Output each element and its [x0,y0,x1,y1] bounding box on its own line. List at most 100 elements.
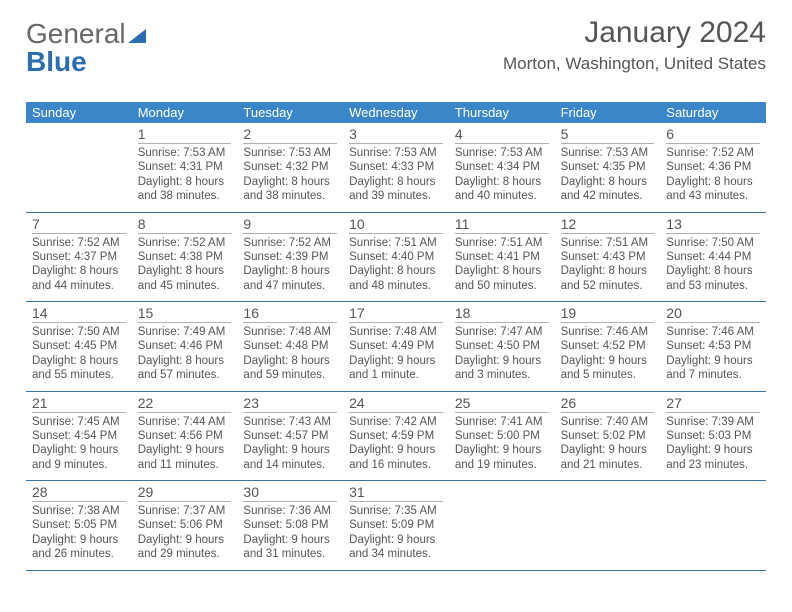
sunset-line: Sunset: 4:59 PM [349,429,443,443]
sunset-line: Sunset: 4:35 PM [561,160,655,174]
daylight1-line: Daylight: 9 hours [243,443,337,457]
sunset-line: Sunset: 4:36 PM [666,160,760,174]
daylight1-line: Daylight: 8 hours [666,264,760,278]
empty-cell [555,481,661,570]
daylight1-line: Daylight: 9 hours [243,533,337,547]
daylight1-line: Daylight: 9 hours [32,533,126,547]
day-cell: 27Sunrise: 7:39 AMSunset: 5:03 PMDayligh… [660,392,766,481]
day-header-row: Sunday Monday Tuesday Wednesday Thursday… [26,102,766,123]
daylight2-line: and 7 minutes. [666,368,760,382]
daylight2-line: and 5 minutes. [561,368,655,382]
day-number: 14 [32,305,126,323]
day-number: 15 [138,305,232,323]
day-number: 31 [349,484,443,502]
daylight1-line: Daylight: 9 hours [666,354,760,368]
daylight2-line: and 34 minutes. [349,547,443,561]
week-row: 7Sunrise: 7:52 AMSunset: 4:37 PMDaylight… [26,213,766,303]
week-row: 21Sunrise: 7:45 AMSunset: 4:54 PMDayligh… [26,392,766,482]
day-header-mon: Monday [132,102,238,123]
sunrise-line: Sunrise: 7:48 AM [243,325,337,339]
sunset-line: Sunset: 4:34 PM [455,160,549,174]
sunset-line: Sunset: 4:43 PM [561,250,655,264]
sunset-line: Sunset: 4:37 PM [32,250,126,264]
daylight2-line: and 44 minutes. [32,279,126,293]
daylight1-line: Daylight: 9 hours [666,443,760,457]
day-number: 3 [349,126,443,144]
daylight1-line: Daylight: 8 hours [32,264,126,278]
day-cell: 6Sunrise: 7:52 AMSunset: 4:36 PMDaylight… [660,123,766,212]
sunrise-line: Sunrise: 7:45 AM [32,415,126,429]
sunset-line: Sunset: 4:45 PM [32,339,126,353]
sunset-line: Sunset: 4:38 PM [138,250,232,264]
daylight1-line: Daylight: 9 hours [349,443,443,457]
day-cell: 24Sunrise: 7:42 AMSunset: 4:59 PMDayligh… [343,392,449,481]
daylight1-line: Daylight: 8 hours [349,264,443,278]
day-number: 23 [243,395,337,413]
day-cell: 26Sunrise: 7:40 AMSunset: 5:02 PMDayligh… [555,392,661,481]
daylight1-line: Daylight: 9 hours [561,354,655,368]
day-header-sun: Sunday [26,102,132,123]
day-cell: 17Sunrise: 7:48 AMSunset: 4:49 PMDayligh… [343,302,449,391]
day-number: 21 [32,395,126,413]
sunset-line: Sunset: 5:00 PM [455,429,549,443]
daylight1-line: Daylight: 9 hours [455,354,549,368]
daylight2-line: and 55 minutes. [32,368,126,382]
daylight2-line: and 26 minutes. [32,547,126,561]
daylight2-line: and 57 minutes. [138,368,232,382]
daylight2-line: and 14 minutes. [243,458,337,472]
daylight1-line: Daylight: 9 hours [138,533,232,547]
day-number: 2 [243,126,337,144]
sunset-line: Sunset: 4:48 PM [243,339,337,353]
day-number: 4 [455,126,549,144]
day-cell: 12Sunrise: 7:51 AMSunset: 4:43 PMDayligh… [555,213,661,302]
daylight2-line: and 38 minutes. [243,189,337,203]
sunrise-line: Sunrise: 7:39 AM [666,415,760,429]
daylight1-line: Daylight: 9 hours [32,443,126,457]
day-number: 22 [138,395,232,413]
day-number: 27 [666,395,760,413]
daylight2-line: and 1 minute. [349,368,443,382]
daylight2-line: and 52 minutes. [561,279,655,293]
sunrise-line: Sunrise: 7:53 AM [349,146,443,160]
daylight2-line: and 48 minutes. [349,279,443,293]
sunrise-line: Sunrise: 7:50 AM [666,236,760,250]
sunset-line: Sunset: 4:44 PM [666,250,760,264]
sunset-line: Sunset: 4:56 PM [138,429,232,443]
sunrise-line: Sunrise: 7:47 AM [455,325,549,339]
sunset-line: Sunset: 5:05 PM [32,518,126,532]
sunrise-line: Sunrise: 7:46 AM [666,325,760,339]
day-cell: 19Sunrise: 7:46 AMSunset: 4:52 PMDayligh… [555,302,661,391]
week-row: 1Sunrise: 7:53 AMSunset: 4:31 PMDaylight… [26,123,766,213]
sunset-line: Sunset: 4:49 PM [349,339,443,353]
sunset-line: Sunset: 4:46 PM [138,339,232,353]
sunrise-line: Sunrise: 7:53 AM [455,146,549,160]
sunrise-line: Sunrise: 7:51 AM [561,236,655,250]
daylight1-line: Daylight: 8 hours [243,264,337,278]
day-number: 24 [349,395,443,413]
sunset-line: Sunset: 5:09 PM [349,518,443,532]
sunrise-line: Sunrise: 7:44 AM [138,415,232,429]
day-number: 7 [32,216,126,234]
day-number: 26 [561,395,655,413]
sunrise-line: Sunrise: 7:50 AM [32,325,126,339]
sunrise-line: Sunrise: 7:37 AM [138,504,232,518]
location-label: Morton, Washington, United States [503,54,766,74]
day-cell: 18Sunrise: 7:47 AMSunset: 4:50 PMDayligh… [449,302,555,391]
week-row: 28Sunrise: 7:38 AMSunset: 5:05 PMDayligh… [26,481,766,571]
daylight1-line: Daylight: 8 hours [455,175,549,189]
day-number: 8 [138,216,232,234]
day-cell: 1Sunrise: 7:53 AMSunset: 4:31 PMDaylight… [132,123,238,212]
day-cell: 7Sunrise: 7:52 AMSunset: 4:37 PMDaylight… [26,213,132,302]
day-header-fri: Friday [555,102,661,123]
empty-cell [26,123,132,212]
day-cell: 3Sunrise: 7:53 AMSunset: 4:33 PMDaylight… [343,123,449,212]
day-cell: 2Sunrise: 7:53 AMSunset: 4:32 PMDaylight… [237,123,343,212]
day-cell: 9Sunrise: 7:52 AMSunset: 4:39 PMDaylight… [237,213,343,302]
day-number: 13 [666,216,760,234]
day-cell: 21Sunrise: 7:45 AMSunset: 4:54 PMDayligh… [26,392,132,481]
sunrise-line: Sunrise: 7:51 AM [349,236,443,250]
weeks-container: 1Sunrise: 7:53 AMSunset: 4:31 PMDaylight… [26,123,766,571]
day-header-thu: Thursday [449,102,555,123]
day-cell: 5Sunrise: 7:53 AMSunset: 4:35 PMDaylight… [555,123,661,212]
sunset-line: Sunset: 4:39 PM [243,250,337,264]
